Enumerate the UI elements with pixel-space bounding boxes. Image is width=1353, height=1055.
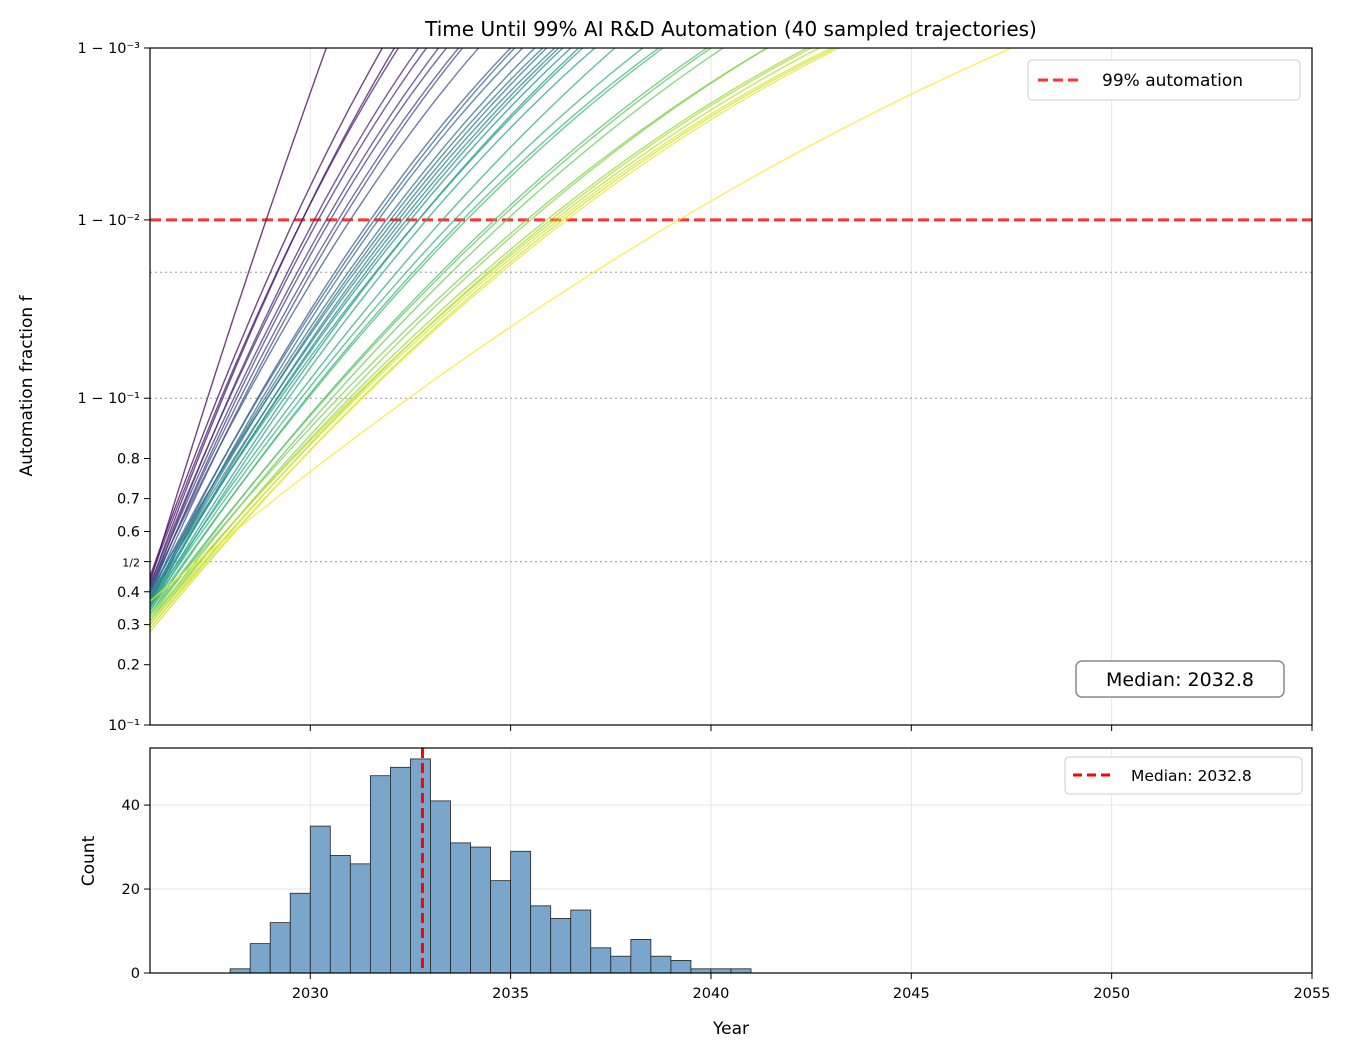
trajectory-line <box>150 48 841 629</box>
y-axis-label-bottom: Count <box>79 835 99 886</box>
legend-label-median: Median: 2032.8 <box>1131 767 1252 785</box>
y-tick-label-top: 1 − 10⁻² <box>77 213 140 229</box>
x-tick-label: 2050 <box>1093 986 1130 1002</box>
histogram-bar <box>309 825 331 974</box>
histogram-bar <box>369 775 391 974</box>
x-tick-label: 2040 <box>693 986 730 1002</box>
y-tick-label-top: 0.4 <box>117 585 140 601</box>
trajectory-line <box>150 48 560 599</box>
trajectory-line <box>150 48 544 602</box>
trajectory-line <box>150 48 709 619</box>
y-tick-label-top: 0.8 <box>117 452 140 468</box>
histogram-bar <box>410 758 431 974</box>
trajectory-line <box>150 48 769 615</box>
histogram-bar <box>229 968 251 974</box>
histogram-bar <box>349 863 371 974</box>
histogram-bar <box>650 955 672 974</box>
histogram-bar <box>670 960 692 974</box>
trajectory-line <box>150 48 833 626</box>
y-tick-label-top: 10⁻¹ <box>108 718 140 734</box>
trajectory-line <box>150 48 428 586</box>
histogram-bar <box>710 968 732 974</box>
trajectory-line <box>150 48 1014 602</box>
y-tick-label-top: 0.2 <box>117 658 140 674</box>
y-tick-label-bottom: 20 <box>122 882 140 898</box>
y-tick-label-top: 0.6 <box>117 524 140 540</box>
trajectory-line <box>150 48 644 608</box>
trajectory-line <box>150 48 665 612</box>
y-tick-label-top: 0.3 <box>117 618 140 634</box>
trajectory-line <box>150 48 420 593</box>
trajectory-line <box>150 48 328 583</box>
trajectory-line <box>150 48 821 619</box>
x-tick-label: 2055 <box>1294 986 1331 1002</box>
trajectory-line <box>150 48 596 612</box>
trajectory-line <box>150 48 384 577</box>
trajectory-line <box>150 48 448 596</box>
histogram-bar <box>730 968 752 974</box>
histogram-bar <box>450 842 471 974</box>
bottom-axes-frame <box>149 747 1313 974</box>
legend-label-99: 99% automation <box>1102 71 1243 91</box>
histogram-bar <box>570 909 592 974</box>
x-tick-label: 2030 <box>292 986 329 1002</box>
median-annotation: Median: 2032.8 <box>1075 660 1285 698</box>
trajectory-line <box>150 48 556 608</box>
histogram-bar <box>630 939 652 974</box>
trajectory-line <box>150 48 440 589</box>
trajectory-line <box>150 48 548 593</box>
y-tick-label-top: 0.7 <box>117 492 140 508</box>
top-axes-frame <box>149 47 1313 726</box>
trajectory-line <box>150 48 512 602</box>
trajectory-line <box>150 48 616 605</box>
histogram-bar <box>289 892 311 974</box>
trajectory-line <box>150 48 580 608</box>
y-tick-label-top: 1 − 10⁻³ <box>77 41 140 57</box>
x-tick-label: 2035 <box>492 986 529 1002</box>
trajectory-line <box>150 48 460 593</box>
trajectory-line <box>150 48 516 596</box>
y-tick-label-bottom: 40 <box>122 798 140 814</box>
median-text: Median: 2032.8 <box>1106 669 1254 691</box>
trajectory-line <box>150 48 769 626</box>
x-tick-label: 2045 <box>893 986 930 1002</box>
histogram-bar <box>390 766 411 974</box>
top-legend: 99% automation <box>1027 59 1301 101</box>
histogram-bar <box>610 955 632 974</box>
histogram-bar <box>530 905 552 974</box>
histogram-bar <box>249 943 271 974</box>
y-tick-label-top: 1/2 <box>122 557 140 570</box>
histogram-bar <box>329 855 351 974</box>
chart-title: Time Until 99% AI R&D Automation (40 sam… <box>424 17 1037 41</box>
y-tick-label-top: 1 − 10⁻¹ <box>77 391 140 407</box>
trajectory-line <box>150 48 584 596</box>
histogram-bar <box>470 846 491 974</box>
histogram-bar <box>550 918 572 974</box>
histogram-bar <box>690 968 712 974</box>
histogram-bar <box>490 880 512 974</box>
trajectory-line <box>150 48 480 589</box>
y-axis-label-top: Automation fraction f <box>17 294 37 476</box>
trajectory-line <box>150 48 713 615</box>
histogram-bar <box>510 850 532 974</box>
trajectories <box>150 48 1014 633</box>
y-tick-label-bottom: 0 <box>131 966 140 982</box>
bottom-legend: Median: 2032.8 <box>1064 756 1303 795</box>
histogram-bar <box>269 922 291 974</box>
trajectory-line <box>150 48 725 622</box>
histogram-bar <box>590 947 612 974</box>
x-axis-label: Year <box>712 1019 749 1039</box>
histogram-bar <box>430 800 451 974</box>
trajectory-line <box>150 48 400 580</box>
